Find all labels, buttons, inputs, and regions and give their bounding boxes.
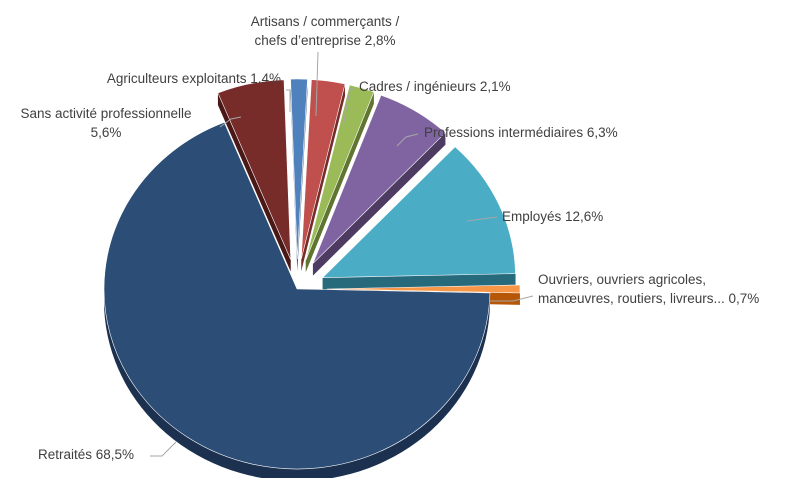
pie-slice-6 bbox=[103, 121, 491, 470]
leader-line-artisans bbox=[315, 51, 319, 117]
pie-slice-4 bbox=[321, 146, 516, 278]
leader-line-professions bbox=[396, 133, 419, 147]
leader-line-employes bbox=[466, 216, 498, 222]
pie-slices bbox=[103, 78, 521, 478]
pie-slice-1 bbox=[300, 79, 346, 260]
pie-slice-cut-7 bbox=[217, 79, 291, 272]
label-artisans-line2: chefs d’entreprise 2,8% bbox=[254, 33, 395, 48]
pie-slice-cut-4 bbox=[322, 146, 516, 290]
pie-slice-2 bbox=[305, 84, 375, 261]
label-agriculteurs: Agriculteurs exploitants 1,4% bbox=[107, 71, 281, 86]
leader-lines bbox=[150, 51, 534, 457]
pie-slice-5 bbox=[326, 284, 521, 294]
pie-slice-0 bbox=[290, 78, 308, 260]
data-labels: Agriculteurs exploitants 1,4% Artisans /… bbox=[20, 14, 759, 462]
pie-slice-cut-2 bbox=[305, 84, 374, 273]
leader-line-sans-activite bbox=[219, 116, 242, 128]
pie-slice-3 bbox=[312, 94, 446, 264]
leader-line-cadres bbox=[342, 87, 355, 127]
label-sans-activite-line2: 5,6% bbox=[91, 125, 122, 140]
label-employes: Employés 12,6% bbox=[502, 209, 603, 224]
label-professions: Professions intermédiaires 6,3% bbox=[424, 125, 618, 140]
pie-slice-cut-3 bbox=[312, 95, 446, 276]
label-ouvriers-line1: Ouvriers, ouvriers agricoles, bbox=[538, 272, 706, 287]
label-retraites: Retraités 68,5% bbox=[38, 447, 134, 462]
leader-line-retraites bbox=[150, 441, 177, 457]
label-cadres: Cadres / ingénieurs 2,1% bbox=[359, 79, 511, 94]
leader-line-agriculteurs bbox=[286, 89, 291, 112]
label-sans-activite-line1: Sans activité professionnelle bbox=[20, 106, 191, 121]
leader-line-ouvriers bbox=[489, 295, 534, 302]
pie-slice-cut-1 bbox=[301, 79, 346, 272]
label-ouvriers-line2: manœuvres, routiers, livreurs... 0,7% bbox=[538, 291, 759, 306]
pie-slice-7 bbox=[217, 79, 292, 260]
label-artisans-line1: Artisans / commerçants / bbox=[251, 14, 400, 29]
